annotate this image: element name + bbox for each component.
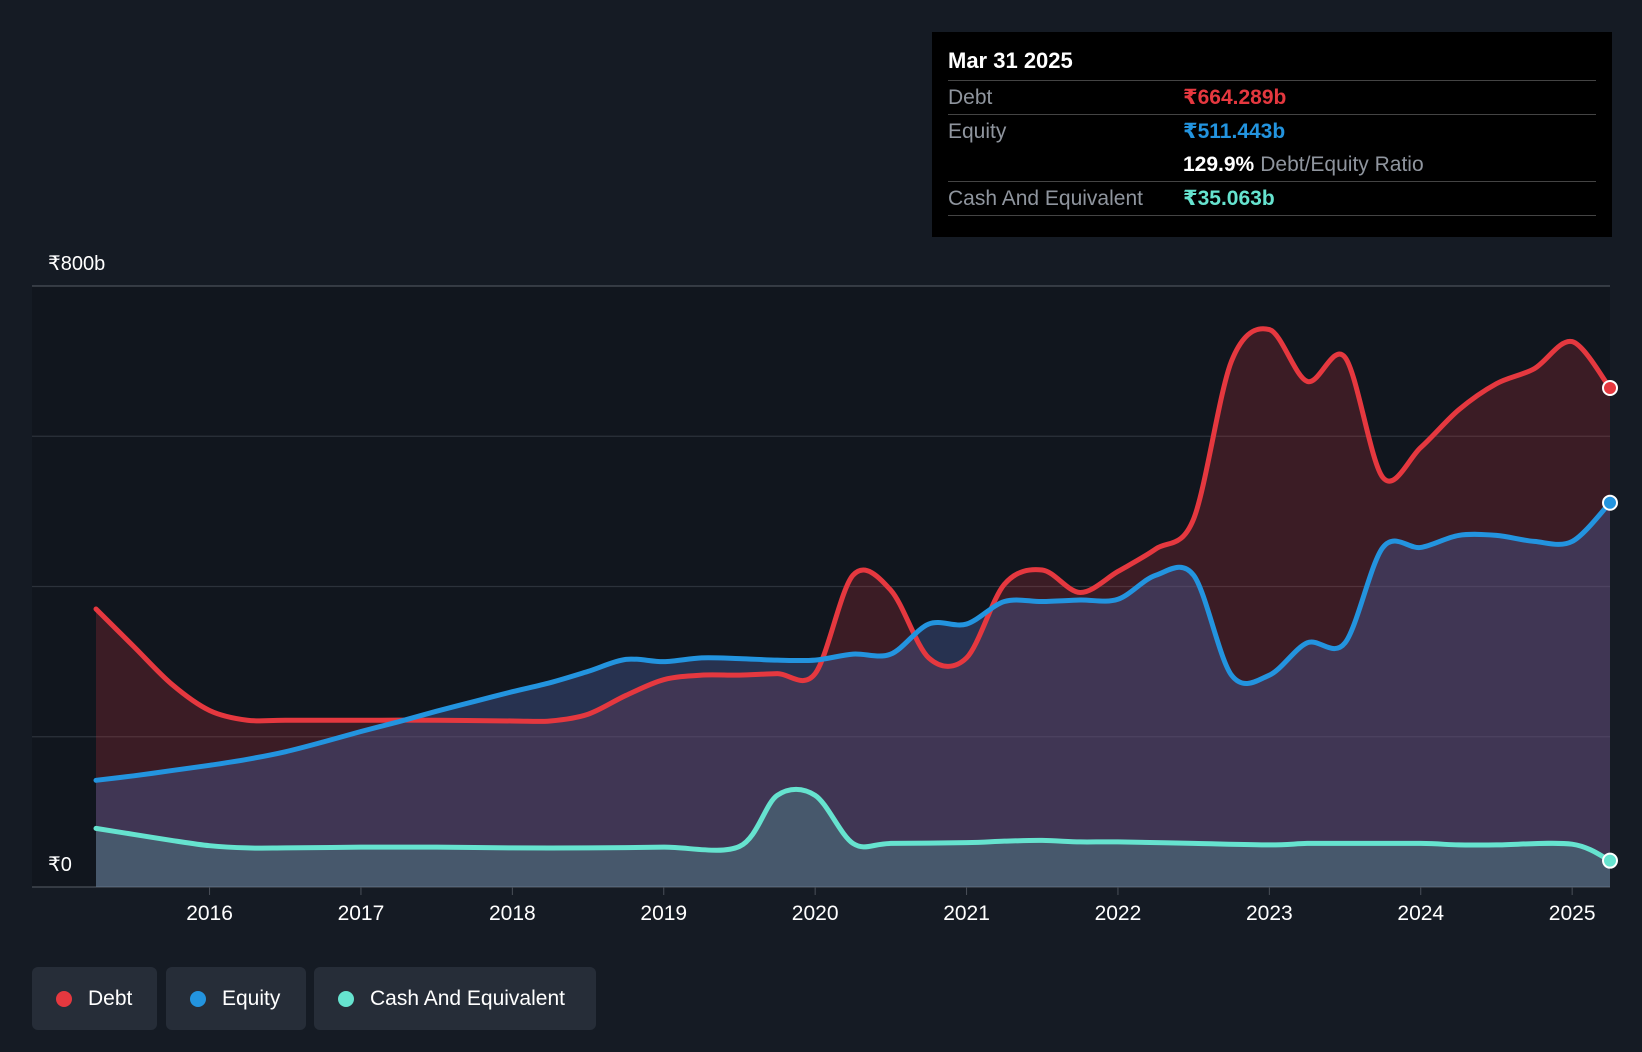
series-areas	[96, 328, 1610, 887]
x-tick-label: 2021	[943, 902, 990, 925]
x-tick-label: 2025	[1549, 902, 1596, 925]
series-endpoints	[1602, 379, 1618, 869]
debt-line	[93, 326, 1613, 724]
tooltip-ratio-row: 129.9% Debt/Equity Ratio	[948, 148, 1596, 182]
debt-dot-icon	[56, 990, 72, 1007]
tooltip: Mar 31 2025 Debt ₹664.289b Equity ₹511.4…	[932, 32, 1612, 237]
legend-cash-label: Cash And Equivalent	[370, 986, 565, 1010]
equity-line	[93, 500, 1613, 783]
tooltip-date: Mar 31 2025	[948, 46, 1596, 81]
cash-area	[96, 789, 1610, 887]
tooltip-debt-row: Debt ₹664.289b	[948, 81, 1596, 115]
x-tick-label: 2020	[792, 902, 839, 925]
debt-area	[96, 328, 1610, 887]
x-axis-ticks: 2016 2017 2018 2019 2020 2021 2022 2023 2024 2025	[186, 887, 1596, 925]
tooltip-equity-value: ₹511.443b	[1183, 120, 1286, 143]
x-tick-label: 2018	[489, 902, 536, 925]
tooltip-ratio-label: Debt/Equity Ratio	[1260, 153, 1424, 176]
tooltip-ratio-value: 129.9%	[1183, 153, 1255, 176]
cash-line	[93, 786, 1613, 864]
cash-dot-icon	[338, 990, 354, 1007]
x-tick-label: 2024	[1397, 902, 1444, 925]
tooltip-cash-row: Cash And Equivalent ₹35.063b	[948, 182, 1596, 216]
tooltip-cash-value: ₹35.063b	[1183, 187, 1275, 210]
tooltip-cash-label: Cash And Equivalent	[948, 187, 1143, 210]
legend-equity-label: Equity	[222, 986, 281, 1010]
legend-item-cash[interactable]: Cash And Equivalent	[314, 967, 596, 1030]
y-axis-top-label: ₹800b	[48, 253, 105, 275]
tooltip-debt-value: ₹664.289b	[1183, 86, 1287, 109]
x-tick-label: 2022	[1095, 902, 1142, 925]
cash-endpoint	[1602, 852, 1618, 869]
equity-dot-icon	[190, 990, 206, 1007]
legend-item-debt[interactable]: Debt	[32, 967, 157, 1030]
y-axis-bottom-label: ₹0	[48, 854, 72, 876]
tooltip-debt-label: Debt	[948, 86, 993, 109]
tooltip-equity-row: Equity ₹511.443b	[948, 115, 1596, 148]
x-tick-label: 2019	[640, 902, 687, 925]
equity-endpoint	[1602, 494, 1618, 511]
x-tick-label: 2017	[338, 902, 385, 925]
series-lines	[93, 326, 1613, 864]
equity-area	[96, 502, 1610, 887]
tooltip-equity-label: Equity	[948, 120, 1007, 143]
debt-endpoint	[1602, 379, 1618, 396]
x-tick-label: 2023	[1246, 902, 1293, 925]
legend-debt-label: Debt	[88, 986, 133, 1010]
legend-item-equity[interactable]: Equity	[166, 967, 306, 1030]
x-tick-label: 2016	[186, 902, 233, 925]
grid-lines	[32, 285, 1610, 888]
